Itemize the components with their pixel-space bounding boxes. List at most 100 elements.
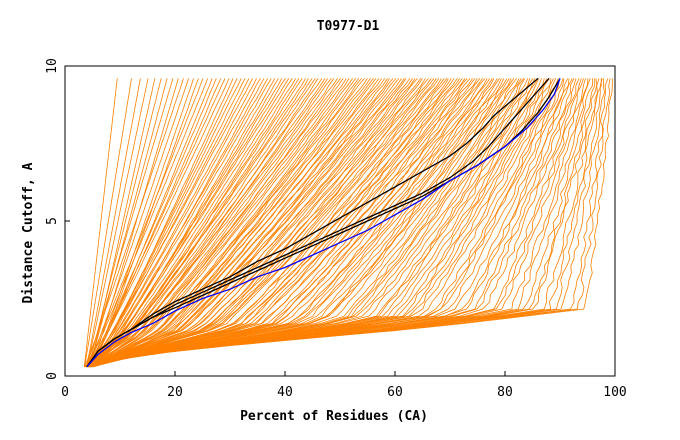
background-curve (90, 78, 423, 368)
background-curve (91, 78, 357, 368)
background-curve (88, 78, 261, 367)
highlighted-model-curve (86, 77, 539, 368)
background-curve (88, 78, 580, 368)
background-curve (87, 78, 526, 368)
background-curve (88, 78, 498, 368)
background-curve (85, 78, 565, 368)
background-curve (87, 78, 162, 367)
background-curve (92, 78, 542, 368)
y-tick-label: 10 (45, 58, 60, 74)
background-curve (87, 78, 437, 368)
background-curve (86, 78, 230, 367)
background-curve (87, 78, 365, 368)
background-curve (88, 78, 354, 368)
background-curve (86, 78, 397, 368)
background-curve (86, 78, 141, 367)
background-curve (91, 78, 265, 367)
background-curve (86, 78, 577, 368)
background-curve (89, 78, 371, 368)
background-curve (90, 78, 522, 368)
background-curve (85, 78, 486, 368)
background-curve (84, 78, 432, 368)
background-curve (86, 78, 573, 368)
background-curve (90, 78, 213, 367)
background-curve (86, 78, 416, 368)
x-axis-label: Percent of Residues (CA) (240, 409, 428, 424)
background-curve (84, 78, 512, 368)
background-curve (84, 78, 184, 367)
background-curve (89, 78, 493, 368)
chart-title: T0977-D1 (317, 19, 380, 34)
background-curve (88, 78, 448, 368)
background-curve (92, 78, 520, 368)
background-curve (85, 78, 208, 367)
background-curve (83, 78, 118, 367)
background-curve (87, 78, 269, 367)
background-curve (85, 78, 461, 368)
background-curve (84, 78, 313, 368)
background-curve (93, 78, 517, 368)
background-curve (84, 78, 329, 368)
background-curve (86, 78, 383, 368)
x-tick-label: 0 (61, 385, 69, 400)
x-tick-label: 20 (167, 385, 183, 400)
background-curve (91, 78, 194, 367)
background-curve (85, 78, 204, 367)
background-curve (90, 78, 589, 368)
background-curve (86, 78, 442, 368)
background-curve (87, 78, 189, 367)
y-axis: 0 5 10 (45, 58, 70, 380)
background-curve (86, 78, 149, 367)
background-curve (90, 78, 536, 368)
background-curve (86, 78, 515, 368)
background-curve (87, 78, 286, 368)
background-curve (88, 78, 488, 368)
background-curve (87, 78, 605, 368)
background-curve (88, 78, 539, 368)
background-curve (90, 78, 368, 368)
background-curve (85, 78, 253, 367)
background-curve (85, 78, 226, 367)
background-curve (87, 78, 463, 368)
background-curve (88, 78, 222, 367)
background-curve (85, 78, 468, 368)
background-curve (85, 78, 347, 368)
background-curve (88, 78, 557, 368)
background-curve (87, 78, 272, 367)
background-curve (87, 78, 316, 368)
background-curve (84, 78, 564, 368)
background-curve (91, 78, 374, 368)
background-curve (90, 78, 505, 368)
highlighted-curves (86, 77, 561, 368)
background-curve (88, 78, 250, 367)
background-curve (85, 78, 344, 368)
background-curve (89, 78, 540, 368)
best-model-curve (86, 78, 561, 368)
background-curve (88, 78, 335, 368)
background-curve (86, 78, 421, 368)
background-curve (90, 78, 495, 368)
background-curve (88, 78, 584, 368)
x-axis: 0 20 40 60 80 100 (61, 371, 627, 400)
background-curve (89, 78, 611, 368)
background-curve (89, 78, 531, 368)
background-curve (87, 78, 550, 368)
background-curve (86, 78, 455, 368)
background-curve (87, 78, 602, 368)
background-curve (91, 78, 341, 368)
background-curve (90, 78, 362, 368)
background-curve (88, 78, 575, 368)
background-curve (86, 78, 217, 367)
background-curve (85, 78, 174, 367)
x-tick-label: 60 (387, 385, 403, 400)
x-tick-label: 80 (497, 385, 513, 400)
background-curve (89, 78, 400, 368)
background-curve (86, 78, 303, 368)
background-curve (89, 78, 529, 368)
x-tick-label: 40 (277, 385, 293, 400)
background-curve (88, 78, 591, 368)
background-curve (87, 78, 500, 368)
background-curve (84, 78, 323, 368)
